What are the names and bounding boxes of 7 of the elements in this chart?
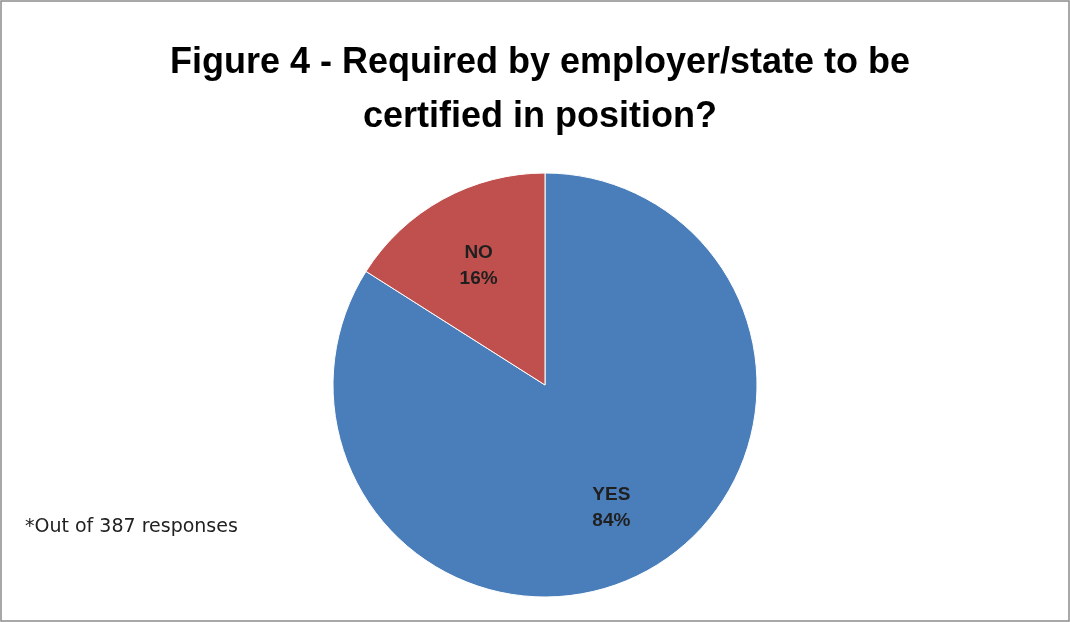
chart-title: Figure 4 - Required by employer/state to be certified in position? (169, 40, 911, 135)
text: *Out of 387 responses (25, 514, 238, 536)
slice-label: NO (464, 241, 493, 263)
data-label: 16% (459, 267, 498, 289)
slice-label: YES (592, 482, 631, 504)
pie-slice (332, 172, 758, 598)
data-label: 84% (592, 508, 631, 530)
